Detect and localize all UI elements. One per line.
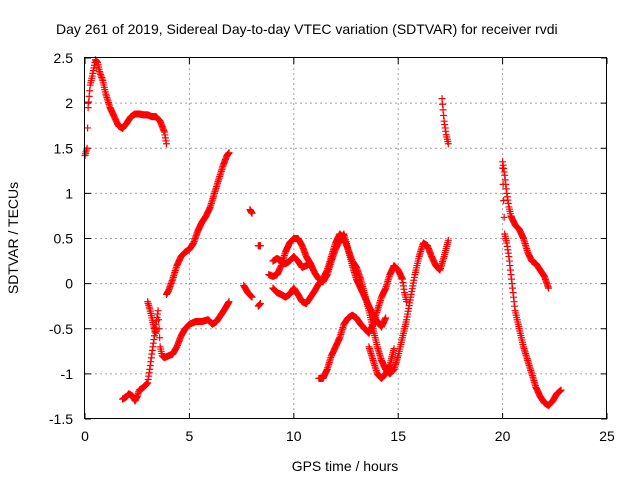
y-tick-labels: 2.5 2 1.5 1 0.5 0 -0.5 -1 -1.5: [49, 50, 73, 427]
data-point: [557, 386, 565, 394]
chart-title: Day 261 of 2019, Sidereal Day-to-day VTE…: [56, 21, 558, 37]
data-point: [500, 197, 508, 205]
plot-border: [84, 57, 607, 419]
y-tick-label: 1.5: [54, 140, 74, 156]
data-point: [225, 298, 233, 306]
data-point: [307, 260, 315, 268]
data-point: [248, 293, 256, 301]
x-tick-label: 15: [390, 428, 406, 444]
x-tick-label: 5: [186, 428, 194, 444]
x-tick-label: 10: [286, 428, 302, 444]
y-axis-title: SDTVAR / TECUs: [5, 182, 21, 294]
x-tick-label: 25: [599, 428, 615, 444]
data-point: [248, 209, 256, 217]
data-point: [444, 140, 452, 148]
x-axis-title: GPS time / hours: [292, 458, 399, 474]
data-point: [155, 316, 163, 324]
data-point: [545, 284, 553, 292]
data-point: [499, 164, 507, 172]
y-tick-label: -0.5: [49, 321, 73, 337]
data-point: [152, 329, 160, 337]
data-point: [500, 213, 508, 221]
data-points: [81, 56, 565, 409]
y-tick-label: 0: [65, 276, 73, 292]
data-point: [154, 307, 162, 315]
x-tick-label: 20: [495, 428, 511, 444]
y-tick-label: -1: [61, 366, 74, 382]
data-point: [225, 149, 233, 157]
y-tick-label: 0.5: [54, 231, 74, 247]
data-point: [444, 236, 452, 244]
data-point: [390, 345, 398, 353]
y-tick-label: -1.5: [49, 411, 73, 427]
data-point: [156, 334, 164, 342]
data-point: [403, 298, 411, 306]
y-tick-label: 1: [65, 185, 73, 201]
data-point: [84, 124, 92, 132]
y-tick-label: 2: [65, 95, 73, 111]
data-point: [382, 314, 390, 322]
data-point: [256, 242, 264, 250]
x-tick-labels: 0 5 10 15 20 25: [81, 428, 615, 444]
x-tick-label: 0: [81, 428, 89, 444]
data-point: [162, 140, 170, 148]
data-point: [256, 299, 264, 307]
y-tick-label: 2.5: [54, 50, 74, 66]
data-point: [499, 180, 507, 188]
